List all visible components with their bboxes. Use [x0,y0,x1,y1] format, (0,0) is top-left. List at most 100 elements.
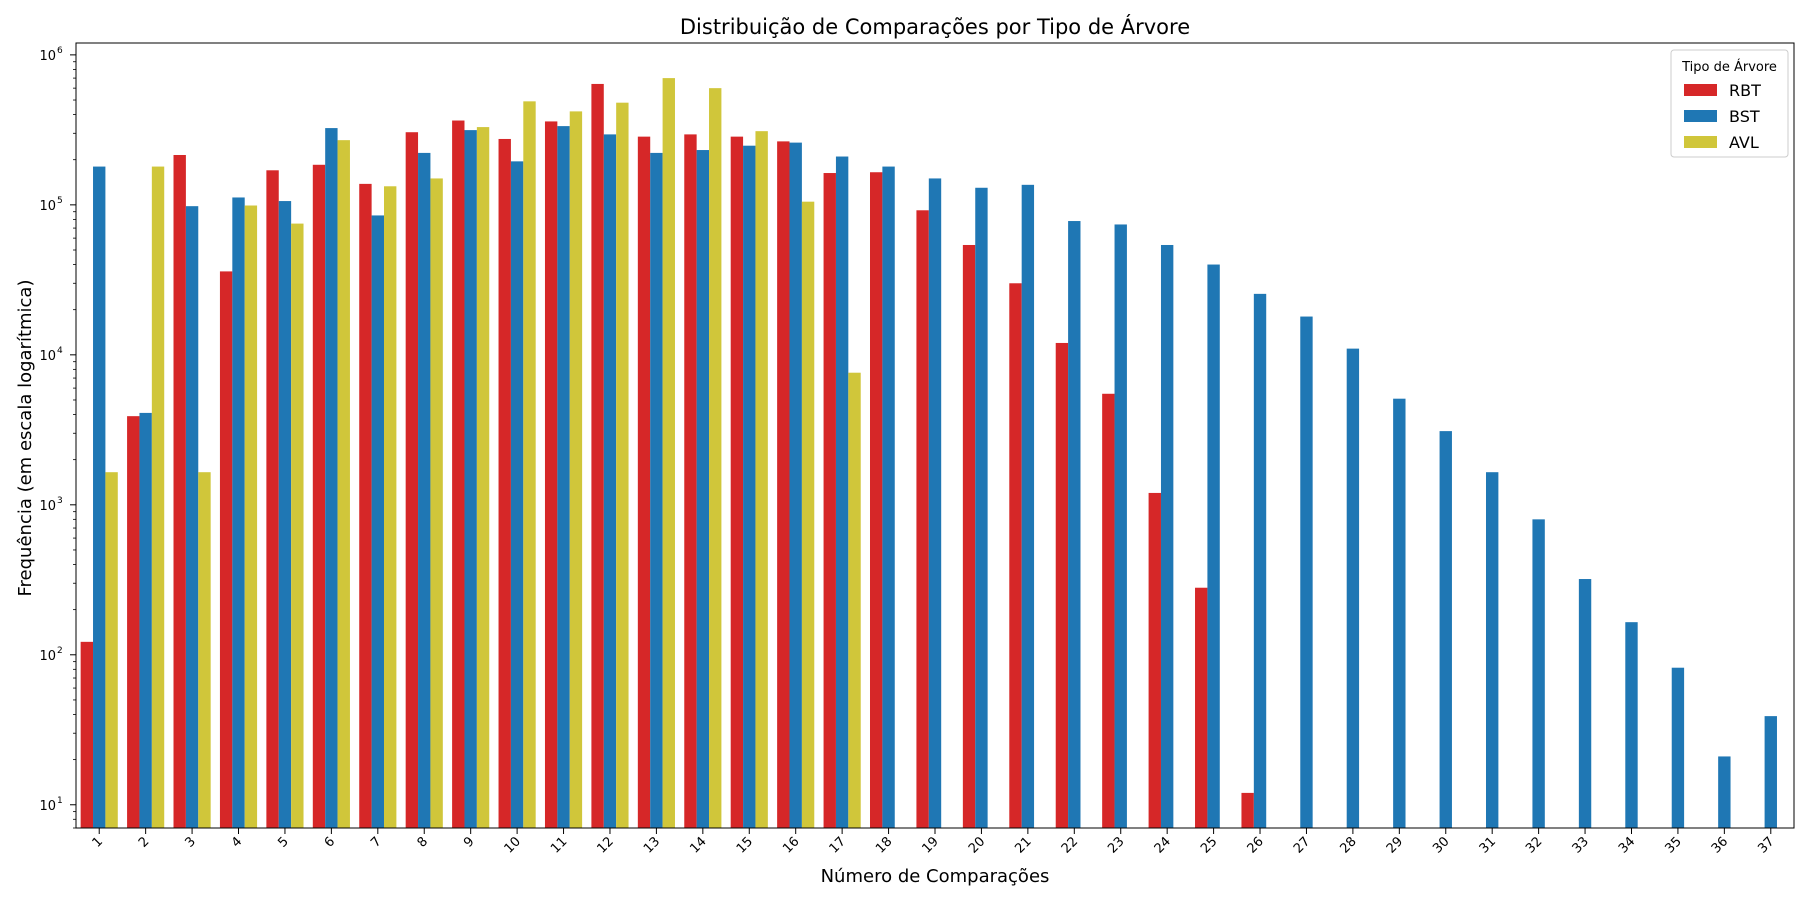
bar-avl-2 [151,166,165,828]
y-tick-exponent: 6 [57,46,63,56]
y-tick-exponent: 4 [57,346,63,356]
legend-label-rbt: RBT [1729,81,1761,100]
x-tick-label: 30 [1430,834,1452,856]
bar-bst-4 [232,197,245,828]
y-tick-label: 10 [39,649,56,664]
bar-bst-10 [510,161,524,828]
y-axis-label: Frequência (em escala logarítmica) [15,280,36,597]
bar-rbt-23 [1102,393,1115,828]
x-tick-label: 21 [1012,834,1034,856]
bar-bst-32 [1532,519,1545,828]
bar-bst-8 [418,152,431,828]
x-tick-label: 5 [275,834,291,850]
bar-bst-6 [325,128,338,828]
bar-avl-14 [709,88,722,829]
y-tick-exponent: 2 [57,646,63,656]
x-tick-label: 9 [461,834,477,850]
x-tick-label: 16 [780,834,802,856]
bar-bst-33 [1578,579,1592,828]
bar-rbt-7 [359,183,372,829]
legend-label-avl: AVL [1729,133,1759,152]
bar-avl-8 [430,178,443,828]
bar-avl-1 [105,472,118,828]
bar-bst-22 [1068,221,1081,829]
legend-swatch-bst [1684,110,1717,122]
bar-bst-17 [835,156,849,829]
legend-swatch-rbt [1684,84,1717,96]
bar-bst-26 [1253,293,1267,828]
y-tick-label: 10 [39,49,56,64]
bar-bst-30 [1439,431,1452,828]
bar-rbt-26 [1241,792,1254,828]
x-tick-label: 4 [229,834,245,850]
legend-swatch-avl [1684,136,1717,148]
bar-bst-23 [1114,224,1127,828]
bar-rbt-4 [219,271,233,829]
bar-rbt-25 [1195,587,1208,828]
bar-bst-15 [743,145,756,829]
bar-bst-5 [278,201,292,828]
bar-rbt-8 [405,132,419,828]
bar-rbt-19 [916,210,929,829]
bar-rbt-24 [1148,492,1161,828]
x-tick-label: 24 [1152,834,1174,856]
x-tick-label: 34 [1616,834,1638,856]
x-tick-label: 20 [966,834,988,856]
x-tick-label: 17 [827,834,849,856]
x-tick-label: 33 [1570,834,1592,856]
bar-avl-5 [291,223,304,829]
bar-rbt-18 [869,172,883,828]
y-tick-label: 10 [39,499,56,514]
bar-bst-20 [975,187,988,828]
x-tick-label: 22 [1059,834,1081,856]
bar-bst-36 [1718,756,1731,828]
x-tick-label: 28 [1337,834,1359,856]
bar-bst-2 [139,412,152,828]
bar-bst-29 [1393,398,1406,828]
bar-bst-1 [93,166,106,828]
bar-avl-9 [476,127,490,828]
x-tick-label: 2 [136,834,152,850]
x-tick-label: 32 [1523,834,1545,856]
x-axis-label: Número de Comparações [821,866,1050,887]
bar-avl-13 [662,78,675,829]
x-tick-label: 1 [90,834,106,850]
x-tick-label: 37 [1755,834,1777,856]
legend-title: Tipo de Árvore [1681,59,1777,75]
x-tick-label: 36 [1709,834,1731,856]
bar-rbt-22 [1055,342,1069,828]
bar-avl-6 [337,140,350,829]
x-tick-label: 12 [594,834,616,856]
bar-rbt-14 [684,134,697,828]
bar-rbt-6 [312,164,326,828]
y-tick-label: 10 [39,799,56,814]
bar-bst-13 [650,152,663,828]
bar-bst-31 [1485,472,1499,828]
x-tick-label: 18 [873,834,895,856]
plot-frame [75,42,1795,829]
bar-bst-9 [464,130,477,829]
y-tick-label: 10 [39,349,56,364]
bar-avl-15 [755,131,768,829]
bar-bst-27 [1300,316,1313,828]
bar-avl-16 [801,201,815,829]
bar-avl-7 [384,186,397,828]
bar-avl-4 [244,205,258,829]
bar-bst-11 [557,126,570,828]
legend-box [1670,49,1789,158]
bars-layer [80,78,1777,829]
y-tick-exponent: 3 [57,496,63,506]
bar-rbt-3 [173,154,186,829]
bar-bst-35 [1671,667,1685,828]
bar-rbt-2 [127,416,140,828]
x-tick-label: 10 [502,834,524,856]
bar-rbt-17 [823,173,836,829]
bar-bst-7 [371,215,385,828]
x-tick-label: 3 [182,834,198,850]
bar-bst-21 [1021,184,1035,828]
bar-bst-14 [696,150,710,829]
x-tick-label: 31 [1477,834,1499,856]
bar-rbt-12 [591,83,604,828]
